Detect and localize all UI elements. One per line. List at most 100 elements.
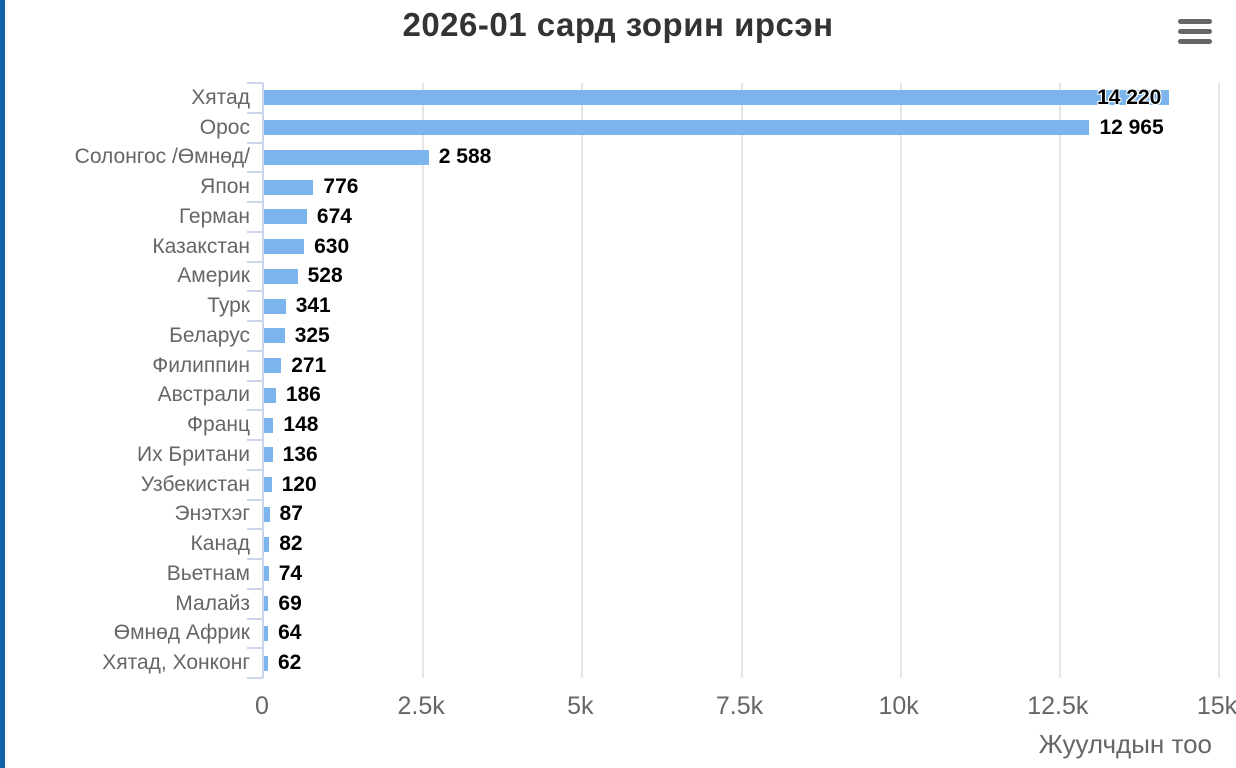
- bar[interactable]: [264, 268, 298, 284]
- y-axis-tick: [247, 260, 263, 263]
- x-axis-tick-label: 5k: [567, 692, 594, 720]
- category-label: Солонгос /Өмнөд/: [74, 145, 250, 169]
- category-label: Хятад: [191, 85, 250, 109]
- x-axis-tick-label: 7.5k: [715, 692, 764, 720]
- category-label: Япон: [200, 175, 250, 199]
- gridline: [422, 83, 425, 678]
- x-axis-tick-label: 10k: [878, 692, 919, 720]
- bar-value-label: 776: [323, 175, 359, 199]
- y-axis-tick: [247, 201, 263, 203]
- bar-value-label: 82: [279, 532, 303, 556]
- y-axis-tick: [247, 558, 263, 560]
- y-axis-tick: [247, 677, 263, 679]
- x-axis-tick-label: 0: [255, 692, 269, 720]
- bar[interactable]: [264, 328, 285, 344]
- hamburger-menu-icon: [1178, 18, 1212, 44]
- bar[interactable]: [264, 536, 270, 552]
- bar[interactable]: [264, 239, 305, 255]
- bar-value-label: 271: [291, 353, 327, 377]
- y-axis-tick: [247, 230, 263, 233]
- bar-value-label: 136: [282, 442, 318, 466]
- bar-value-label: 341: [295, 294, 331, 318]
- category-label: Беларус: [169, 323, 250, 347]
- bar[interactable]: [264, 298, 286, 314]
- category-label: Америк: [177, 264, 250, 288]
- y-axis-tick: [247, 647, 263, 650]
- category-label: Филиппин: [152, 353, 250, 377]
- y-axis-tick: [247, 171, 263, 174]
- y-axis-tick: [247, 587, 263, 590]
- category-label: Турк: [207, 294, 250, 318]
- category-label: Хятад, Хонконг: [102, 651, 250, 675]
- bar[interactable]: [264, 596, 269, 612]
- category-label: Орос: [199, 115, 250, 139]
- gridline: [899, 83, 902, 678]
- bar[interactable]: [264, 477, 272, 493]
- bar-value-label: 69: [278, 591, 302, 615]
- bar[interactable]: [264, 417, 274, 433]
- category-label: Их Британи: [136, 442, 250, 466]
- bar-value-label: 325: [294, 323, 330, 347]
- bar[interactable]: [264, 566, 269, 582]
- bar[interactable]: [264, 447, 273, 463]
- y-axis-tick: [247, 141, 263, 144]
- category-label: Узбекистан: [140, 472, 250, 496]
- y-axis-tick: [247, 409, 263, 412]
- bar-value-label: 12 965: [1099, 115, 1164, 139]
- category-label: Энэтхэг: [174, 502, 250, 526]
- y-axis-tick: [247, 528, 263, 531]
- x-axis-tick-label: 2.5k: [397, 692, 445, 720]
- bar-value-label: 186: [285, 383, 321, 407]
- bar-value-label: 148: [283, 413, 319, 437]
- bar[interactable]: [264, 387, 276, 403]
- category-label: Герман: [178, 204, 250, 228]
- y-axis-tick: [247, 439, 263, 441]
- bar-value-label: 528: [307, 264, 343, 288]
- x-axis-tick-label: 15k: [1196, 692, 1236, 720]
- plot-area: 14 220 12 965 2 588 776 674 630 528 341 325 271 18…: [247, 82, 1220, 679]
- y-axis-tick: [247, 617, 263, 620]
- bar-value-label: 630: [314, 234, 350, 258]
- bar[interactable]: [264, 358, 282, 374]
- export-menu-button[interactable]: [1170, 9, 1220, 53]
- bar-value-label: 64: [278, 621, 302, 645]
- bar-value-label: 14 220: [1097, 85, 1162, 109]
- bar-value-label: 87: [279, 502, 303, 526]
- bar[interactable]: [264, 655, 268, 671]
- bar[interactable]: [264, 506, 270, 522]
- x-axis-title: Жуулчдын тоо: [1038, 729, 1212, 759]
- y-axis-tick: [247, 82, 263, 84]
- bar-value-label: 120: [281, 472, 317, 496]
- x-axis-tick-label: 12.5k: [1027, 692, 1089, 720]
- bar-value-label: 674: [316, 204, 352, 228]
- category-label: Канад: [190, 532, 250, 556]
- category-label: Малайз: [175, 591, 250, 615]
- bar[interactable]: [264, 625, 269, 641]
- y-axis-tick: [247, 320, 263, 322]
- y-axis-tick: [247, 379, 263, 382]
- bar-value-label: 62: [277, 651, 302, 675]
- category-label: Казакстан: [152, 234, 250, 258]
- y-axis-tick: [247, 468, 263, 471]
- category-label: Вьетнам: [166, 561, 250, 585]
- chart-title: 2026-01 сард зорин ирсэн: [402, 6, 834, 43]
- bar[interactable]: [264, 90, 1170, 106]
- bar[interactable]: [264, 209, 307, 225]
- bar[interactable]: [264, 149, 429, 165]
- category-label: Франц: [187, 413, 250, 437]
- y-axis-tick: [247, 290, 263, 293]
- y-axis-tick: [247, 111, 263, 114]
- bar-value-label: 74: [278, 561, 303, 585]
- bar[interactable]: [264, 179, 314, 195]
- category-label: Австрали: [157, 383, 250, 407]
- gridline: [1058, 83, 1061, 678]
- bar-value-label: 2 588: [438, 145, 492, 169]
- gridline: [740, 83, 743, 678]
- y-axis-tick: [247, 498, 263, 501]
- bar[interactable]: [264, 120, 1090, 136]
- gridline: [581, 83, 584, 678]
- gridline: [1218, 83, 1220, 678]
- y-axis-tick: [247, 349, 263, 352]
- category-label: Өмнөд Африк: [113, 621, 250, 645]
